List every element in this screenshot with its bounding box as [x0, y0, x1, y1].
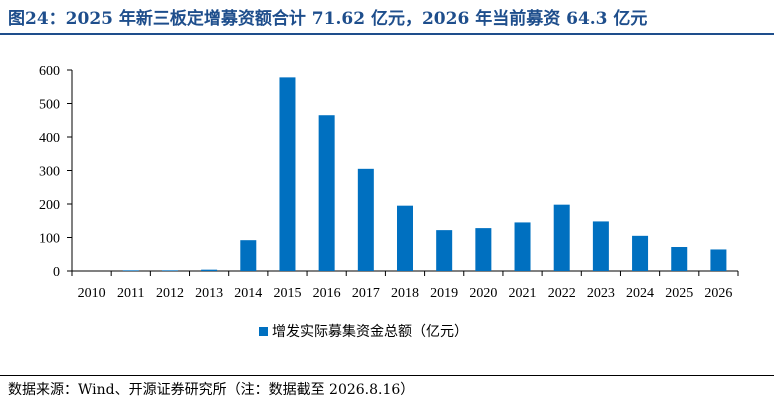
x-tick-label: 2024 — [626, 286, 654, 301]
y-tick-label: 200 — [39, 198, 60, 213]
x-tick-label: 2010 — [78, 286, 106, 301]
bar-2013 — [201, 269, 218, 271]
bar-2024 — [632, 235, 649, 271]
x-tick-label: 2016 — [313, 286, 341, 301]
bar-2025 — [671, 247, 688, 271]
y-tick-label: 400 — [39, 131, 60, 146]
bar-2020 — [475, 228, 492, 271]
y-tick-label: 0 — [53, 265, 60, 280]
x-tick-label: 2025 — [665, 286, 693, 301]
x-axis: 2010 2011 2012 2013 2014 2015 2016 2017 2018 2019… — [71, 270, 739, 301]
bar-2018 — [397, 205, 413, 271]
legend-swatch — [259, 327, 268, 336]
bar-2017 — [357, 168, 374, 271]
y-axis: 0 100 200 300 400 500 600 — [39, 64, 73, 280]
x-tick-label: 2026 — [704, 286, 732, 301]
figure-title: 图24：2025 年新三板定增募资额合计 71.62 亿元，2026 年当前募资… — [8, 9, 648, 29]
bar-series — [122, 77, 727, 271]
y-tick-label: 500 — [39, 98, 60, 113]
y-tick-label: 100 — [39, 232, 60, 247]
source-divider — [0, 375, 774, 376]
bar-2021 — [514, 222, 531, 271]
x-tick-label: 2020 — [469, 286, 497, 301]
y-tick-label: 300 — [39, 165, 60, 180]
x-tick-label: 2018 — [391, 286, 419, 301]
bar-2026 — [710, 249, 727, 271]
x-tick-label: 2011 — [117, 286, 144, 301]
bar-2011 — [122, 270, 139, 271]
x-tick-label: 2012 — [156, 286, 184, 301]
x-tick-label: 2022 — [548, 286, 576, 301]
bar-2023 — [592, 221, 609, 271]
source-note: 数据来源：Wind、开源证券研究所（注：数据截至 2026.8.16） — [8, 382, 415, 398]
bar-2014 — [240, 240, 257, 271]
bar-2022 — [553, 204, 570, 271]
legend: 增发实际募集资金总额（亿元） — [259, 323, 468, 340]
bar-chart: 0 100 200 300 400 500 600 2010 2011 2012 2013 2014… — [39, 64, 739, 340]
x-tick-label: 2021 — [509, 286, 537, 301]
bar-2015 — [279, 77, 296, 271]
bar-2016 — [318, 115, 335, 271]
legend-label: 增发实际募集资金总额（亿元） — [272, 323, 468, 340]
x-tick-label: 2015 — [273, 286, 301, 301]
bar-2019 — [436, 230, 453, 271]
title-underline — [0, 33, 774, 35]
x-tick-label: 2013 — [195, 286, 223, 301]
bar-2012 — [161, 270, 178, 271]
x-tick-label: 2014 — [234, 286, 262, 301]
x-tick-label: 2017 — [352, 286, 380, 301]
x-tick-label: 2019 — [430, 286, 458, 301]
y-tick-label: 600 — [39, 64, 60, 79]
x-tick-label: 2023 — [587, 286, 615, 301]
